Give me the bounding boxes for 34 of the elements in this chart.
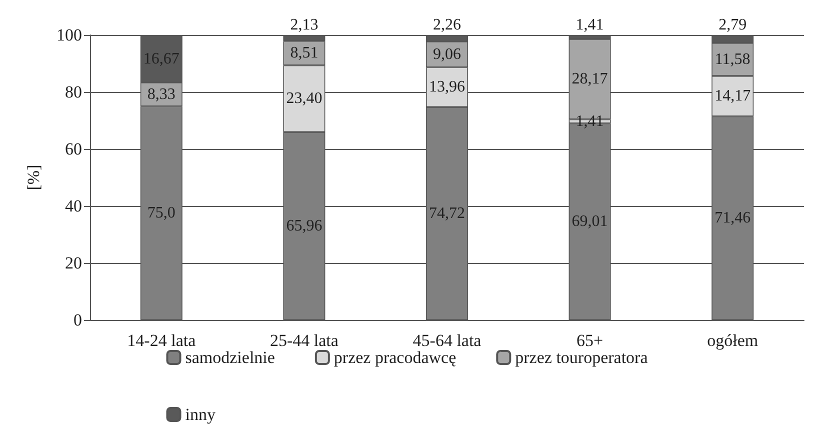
x-tick-label: 25-44 lata (270, 331, 339, 350)
data-label: 11,58 (714, 50, 750, 68)
y-tick-label: 0 (74, 310, 82, 330)
y-tick-label: 80 (65, 82, 82, 102)
data-label: 75,0 (147, 204, 176, 222)
data-label: 28,17 (572, 70, 608, 88)
y-tick-label: 20 (65, 254, 82, 272)
data-label: 71,46 (714, 210, 751, 227)
data-label: 74,72 (429, 205, 465, 222)
legend-label: przez pracodawcę (334, 348, 456, 367)
data-label: 2,13 (290, 16, 318, 34)
x-tick-label: 45-64 lata (412, 331, 482, 350)
legend-label: samodzielnie (185, 348, 275, 367)
x-tick-label: 14-24 lata (127, 331, 196, 350)
data-label: 16,67 (143, 50, 180, 68)
x-tick-label: ogółem (707, 331, 758, 350)
data-label: 1,41 (576, 16, 604, 34)
data-label: 13,96 (429, 78, 465, 96)
y-tick-label: 60 (65, 140, 82, 158)
y-tick-label: 100 (56, 26, 82, 44)
data-label: 65,96 (286, 218, 322, 235)
legend-label: inny (185, 405, 216, 424)
data-label: 23,40 (286, 90, 322, 108)
data-label: 8,33 (147, 86, 176, 103)
data-label: 2,26 (433, 16, 461, 34)
data-label: 8,51 (290, 44, 318, 62)
y-axis-title: [%] (24, 164, 43, 190)
x-tick-label: 65+ (576, 331, 604, 350)
data-label: 69,01 (572, 213, 608, 230)
y-tick-label: 40 (65, 196, 82, 216)
legend-label: przez touroperatora (515, 348, 648, 367)
data-label: 9,06 (433, 46, 461, 63)
data-label: 14,17 (714, 88, 751, 105)
data-label: 2,79 (718, 16, 747, 34)
